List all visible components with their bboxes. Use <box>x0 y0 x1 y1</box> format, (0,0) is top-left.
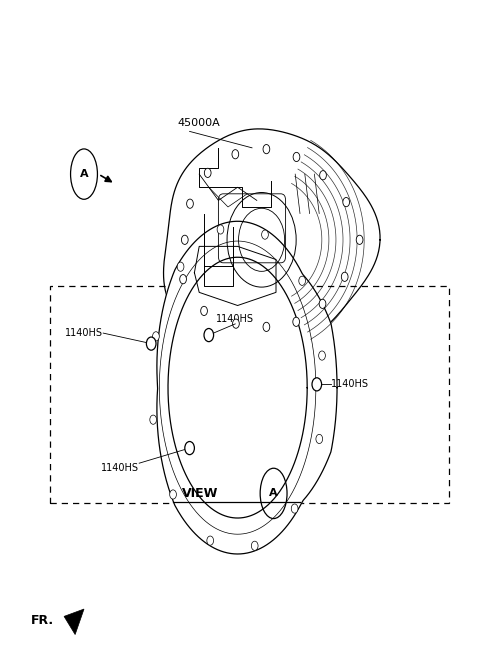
Circle shape <box>180 275 186 284</box>
Circle shape <box>356 235 363 244</box>
Text: 1140HS: 1140HS <box>101 463 139 473</box>
Polygon shape <box>157 221 337 554</box>
Circle shape <box>263 145 270 154</box>
Circle shape <box>150 415 156 424</box>
Text: A: A <box>269 488 278 499</box>
Circle shape <box>293 317 300 327</box>
Circle shape <box>153 332 159 341</box>
Circle shape <box>181 235 188 244</box>
Circle shape <box>316 434 323 443</box>
Polygon shape <box>64 609 84 635</box>
Text: 1140HS: 1140HS <box>216 314 254 324</box>
Circle shape <box>177 262 184 271</box>
Polygon shape <box>164 129 380 346</box>
Circle shape <box>341 272 348 281</box>
Circle shape <box>319 299 326 308</box>
Circle shape <box>252 541 258 551</box>
Circle shape <box>262 230 268 239</box>
Circle shape <box>217 225 224 234</box>
Text: VIEW: VIEW <box>182 487 218 500</box>
Circle shape <box>320 171 326 180</box>
Circle shape <box>299 276 305 285</box>
Circle shape <box>146 337 156 350</box>
Circle shape <box>263 323 270 332</box>
Circle shape <box>187 199 193 208</box>
Circle shape <box>204 168 211 177</box>
Circle shape <box>207 536 214 545</box>
Circle shape <box>343 198 349 207</box>
Circle shape <box>170 490 177 499</box>
Text: 1140HS: 1140HS <box>331 379 369 390</box>
Circle shape <box>293 152 300 162</box>
Text: A: A <box>80 169 88 179</box>
Circle shape <box>201 306 207 315</box>
Circle shape <box>319 351 325 360</box>
Circle shape <box>204 328 214 342</box>
Circle shape <box>312 378 322 391</box>
Text: 45000A: 45000A <box>178 118 221 128</box>
Circle shape <box>291 504 298 513</box>
Circle shape <box>185 442 194 455</box>
Text: FR.: FR. <box>31 614 54 627</box>
Circle shape <box>232 150 239 159</box>
Text: 1140HS: 1140HS <box>65 328 103 338</box>
Circle shape <box>233 319 240 328</box>
